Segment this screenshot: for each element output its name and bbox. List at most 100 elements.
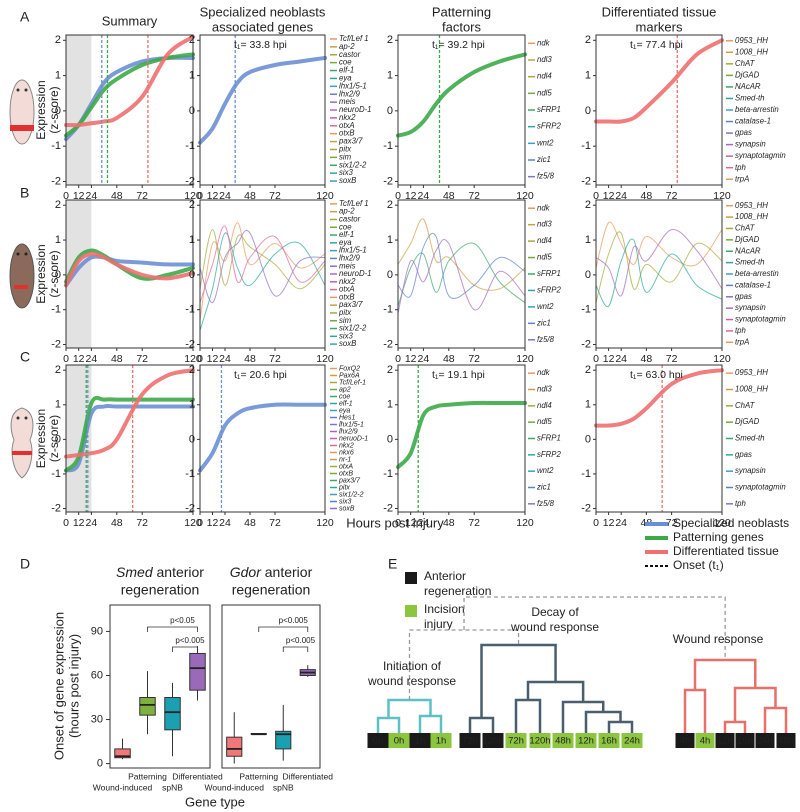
leaf-label: 16h — [601, 736, 617, 747]
significance-label: p<0.005 — [175, 636, 205, 645]
category-label: spNB — [273, 782, 294, 792]
y-tick-label: 1 — [585, 234, 591, 246]
leaf-label: 24h — [757, 736, 773, 747]
y-tick-label: 1 — [55, 69, 61, 81]
gene-label: sim — [339, 316, 352, 325]
x-tick-label: 24 — [615, 517, 627, 529]
x-tick-label: 0 — [395, 517, 401, 529]
leaf-label: 16h — [737, 736, 753, 747]
dendrogram-branch — [468, 716, 495, 733]
y-tick-label: -2 — [581, 338, 591, 350]
gene-label: six1/2-2 — [339, 324, 367, 333]
gene-label: catalase-1 — [735, 280, 771, 289]
gene-trace — [199, 225, 326, 304]
gene-trace — [397, 218, 526, 291]
y-tick-label: 1 — [55, 234, 61, 246]
gene-label: eya — [339, 238, 352, 247]
plot-frame — [221, 604, 321, 769]
column-title: Summary — [102, 13, 158, 28]
x-tick-label: 72 — [666, 353, 678, 365]
x-tick-label: 48 — [641, 190, 653, 202]
x-tick-label: 24 — [219, 517, 231, 529]
legend-label: Anterior — [424, 569, 466, 583]
x-tick-label: 0 — [395, 190, 401, 202]
gene-label: tph — [735, 163, 746, 172]
x-tick-label: 24 — [86, 190, 98, 202]
chart-title-species: Smed — [116, 564, 154, 580]
x-tick-label: 72 — [468, 353, 480, 365]
y-tick-label: -1 — [185, 140, 195, 152]
gene-label: 0953_HH — [735, 201, 768, 210]
gene-label: soxB — [339, 176, 356, 185]
plot-frame — [109, 604, 211, 769]
x-tick-label: 120 — [713, 353, 731, 365]
column-title: Patterning — [432, 4, 491, 19]
gene-label: meis — [339, 97, 356, 106]
box — [226, 736, 243, 757]
chart-title-species: Gdor — [230, 564, 262, 580]
x-tick-label: 12 — [603, 353, 615, 365]
cluster-label: Initiation of — [383, 659, 442, 673]
x-tick-label: 24 — [86, 517, 98, 529]
leaf-label: 0h — [373, 736, 384, 747]
gene-label: FoxQ2 — [339, 365, 360, 372]
dendrogram-branch — [733, 686, 777, 722]
y-tick-label: 0 — [585, 269, 591, 281]
gene-label: six1/2-2 — [339, 491, 364, 498]
chart-title: Gdor anterior — [230, 564, 313, 580]
leaf-label: 4h — [700, 736, 711, 747]
chart-title-text: anterior — [157, 564, 205, 580]
y-tick-label: 90 — [91, 625, 103, 637]
x-tick-label: 0 — [593, 353, 599, 365]
x-tick-label: 120 — [713, 190, 731, 202]
plot-frame — [595, 34, 723, 186]
x-tick-label: 48 — [244, 190, 256, 202]
x-tick-label: 24 — [615, 353, 627, 365]
gene-label: coe — [339, 58, 352, 67]
x-tick-label: 12 — [405, 517, 417, 529]
y-axis-label: (z-score) — [47, 250, 61, 297]
x-axis-label: Gene type — [185, 794, 245, 809]
panel-label: D — [20, 556, 30, 572]
x-tick-label: 72 — [269, 353, 281, 365]
worm-eye — [24, 416, 28, 420]
gene-label: sFRP1 — [537, 105, 561, 114]
gene-label: nkx6 — [339, 449, 354, 456]
gene-label: neuroD-1 — [339, 269, 372, 278]
gene-label: ndl4 — [537, 72, 552, 81]
x-tick-label: 120 — [316, 353, 334, 365]
gene-label: 1008_HH — [735, 47, 768, 56]
significance-bracket — [147, 626, 198, 632]
cluster-label: wound response — [510, 620, 599, 634]
gene-label: nr-1 — [339, 456, 351, 463]
y-tick-label: -2 — [51, 175, 61, 187]
onset-label: t₁= 39.2 hpi — [432, 39, 485, 51]
y-tick-label: 2 — [387, 364, 393, 376]
x-tick-label: 120 — [516, 353, 534, 365]
x-tick-label: 24 — [615, 190, 627, 202]
gene-label: six3 — [339, 331, 354, 340]
y-tick-label: -1 — [383, 140, 393, 152]
x-tick-label: 120 — [516, 190, 534, 202]
dendrogram-branch — [683, 688, 707, 733]
y-tick-label: 1 — [585, 69, 591, 81]
x-tick-label: 120 — [713, 517, 731, 529]
x-tick-label: 72 — [666, 517, 678, 529]
x-tick-label: 48 — [111, 190, 123, 202]
gene-label: elf-1 — [339, 230, 354, 239]
y-axis-label: (z-score) — [47, 415, 61, 462]
gene-label: lhx2/9 — [339, 89, 360, 98]
gene-label: sFRP1 — [537, 434, 561, 443]
x-tick-label: 120 — [184, 190, 202, 202]
leaf-box — [482, 733, 504, 748]
y-tick-label: 0 — [55, 269, 61, 281]
significance-bracket — [258, 626, 309, 632]
y-tick-label: -2 — [581, 175, 591, 187]
chart-title: regeneration — [121, 582, 200, 598]
y-tick-label: 0 — [387, 269, 393, 281]
leaf-box — [715, 733, 735, 748]
x-axis-label: Hours post injury — [346, 515, 444, 530]
significance-bracket — [282, 646, 309, 652]
leaf-label: 1h — [436, 736, 447, 747]
onset-label: t₁= 33.8 hpi — [234, 39, 287, 51]
